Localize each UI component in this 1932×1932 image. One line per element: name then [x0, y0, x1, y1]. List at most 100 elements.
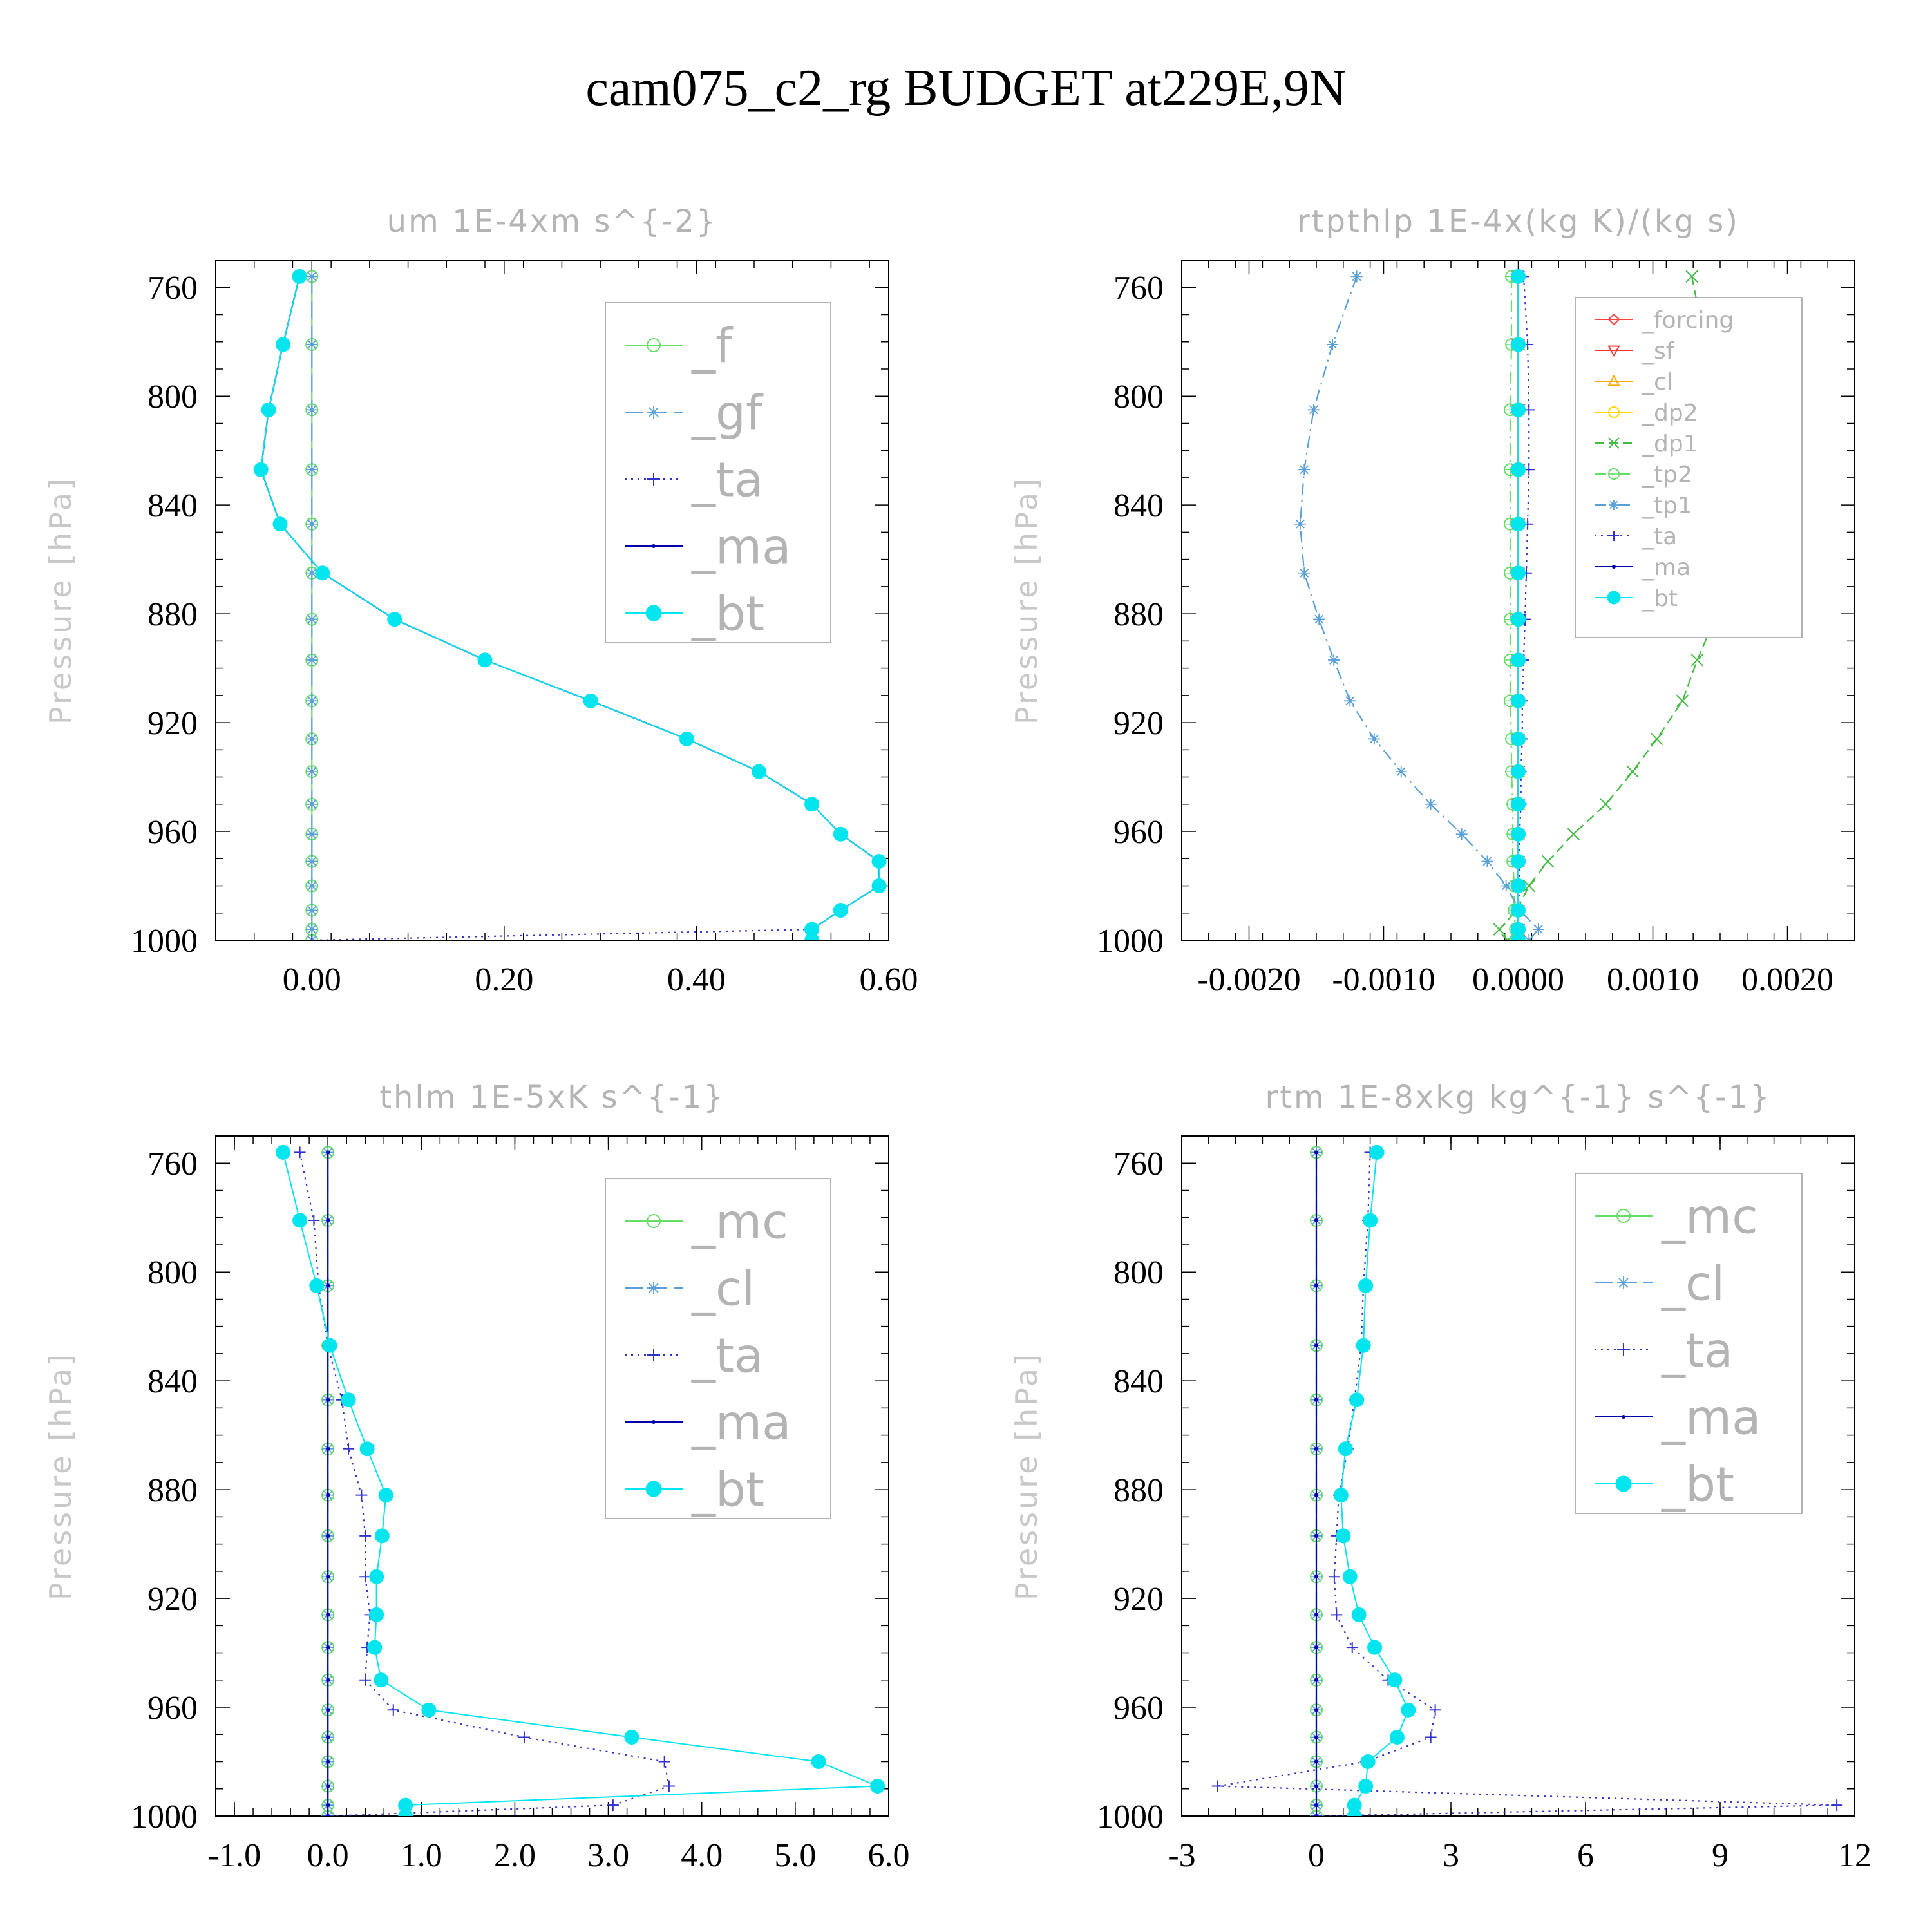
- data-point-bt: [1511, 516, 1526, 532]
- legend: _mc _cl _ta _ma _bt: [605, 1178, 831, 1519]
- legend-label: _cl: [1642, 369, 1673, 395]
- data-point-bt: [1369, 1144, 1385, 1160]
- data-point-bt: [1511, 402, 1526, 417]
- y-axis-label: Pressure [hPa]: [43, 476, 78, 724]
- data-point-bt: [751, 764, 766, 779]
- data-point-tp1: [1327, 338, 1339, 350]
- x-tick-label: 0.40: [667, 961, 726, 998]
- legend-label: _dp1: [1642, 431, 1698, 457]
- data-point-gf: [306, 338, 318, 350]
- x-tick-label: 0.0010: [1607, 961, 1699, 998]
- rtpthlp-budget-panel: rtpthlp 1E-4x(kg K)/(kg s) Pressure [hPa]…: [1009, 204, 1855, 998]
- data-point-ma: [326, 1814, 330, 1816]
- data-point-gf: [306, 695, 318, 707]
- series-line-bt: [1340, 1152, 1409, 1816]
- data-point-tp1: [1500, 880, 1512, 892]
- data-point-bt: [309, 1278, 325, 1293]
- data-point-ma: [1314, 1493, 1318, 1497]
- data-point-bt: [1511, 854, 1526, 869]
- legend-swatch-marker: [1617, 1276, 1630, 1289]
- legend-label: _bt: [1642, 585, 1678, 612]
- data-point-bt: [1511, 462, 1526, 477]
- data-point-tp1: [1344, 695, 1356, 707]
- data-point-ma: [1314, 1613, 1318, 1617]
- series-group: [253, 269, 887, 940]
- data-point-bt: [870, 1779, 886, 1794]
- data-point-tp1: [1298, 567, 1311, 579]
- data-point-dp1: [1522, 879, 1535, 893]
- legend-label: _tp1: [1642, 493, 1692, 519]
- y-tick-label: 880: [1113, 596, 1164, 633]
- data-point-dp1: [1493, 923, 1506, 936]
- data-point-bt: [369, 1607, 384, 1622]
- legend-label: _f: [691, 319, 734, 374]
- data-point-tp1: [1350, 270, 1363, 283]
- y-axis-label: Pressure [hPa]: [1009, 1352, 1044, 1600]
- data-point-bt: [1511, 878, 1526, 894]
- y-tick-label: 920: [1113, 705, 1164, 742]
- data-point-dp1: [1685, 270, 1698, 283]
- data-point-bt: [341, 1392, 356, 1408]
- y-tick-label: 960: [1113, 814, 1164, 851]
- data-point-bt: [624, 1730, 639, 1745]
- legend-swatch-marker: [1607, 374, 1620, 386]
- data-point-ma: [1314, 1735, 1318, 1739]
- data-point-bt: [477, 652, 493, 668]
- data-point-bt: [261, 402, 276, 417]
- data-point-ma: [1314, 1678, 1318, 1682]
- data-point-gf: [306, 567, 318, 579]
- data-point-gf: [306, 613, 318, 625]
- data-point-ma: [326, 1784, 330, 1788]
- data-point-ta: [658, 1756, 670, 1768]
- legend-label: _cl: [691, 1262, 755, 1317]
- data-point-ma: [1314, 1218, 1318, 1222]
- x-tick-label: 0.0: [307, 1837, 349, 1874]
- data-point-ma: [1314, 1575, 1318, 1579]
- legend-swatch-marker: [1607, 591, 1621, 605]
- legend-label: _ma: [1661, 1390, 1761, 1446]
- series-line-ta: [1217, 1152, 1837, 1816]
- legend-label: _ta: [1661, 1323, 1733, 1379]
- data-point-bt: [1333, 1488, 1349, 1503]
- data-point-ma: [1314, 1283, 1318, 1288]
- x-tick-label: 1.0: [401, 1837, 442, 1874]
- x-tick-label: 0.0020: [1741, 961, 1833, 998]
- data-point-tp1: [1455, 828, 1468, 840]
- y-tick-label: 800: [147, 379, 198, 415]
- data-point-ta: [607, 1799, 619, 1812]
- data-point-bt: [1356, 1338, 1371, 1353]
- data-point-ma: [1314, 1759, 1318, 1764]
- y-tick-label: 760: [1113, 1146, 1164, 1182]
- data-point-bt: [276, 1144, 290, 1160]
- data-point-gf: [306, 880, 318, 892]
- data-point-bt: [833, 903, 848, 918]
- data-point-gf: [306, 404, 318, 416]
- data-point-bt: [583, 693, 598, 708]
- data-point-ta: [1211, 1780, 1224, 1792]
- legend-label: _bt: [691, 1463, 764, 1518]
- plot-frame: [215, 260, 889, 941]
- data-point-bt: [421, 1702, 437, 1718]
- y-tick-label: 840: [1113, 1363, 1164, 1400]
- x-tick-label: 0.60: [860, 961, 918, 998]
- x-tick-label: 6.0: [868, 1837, 910, 1874]
- data-point-bt: [679, 731, 694, 746]
- data-point-ta: [1346, 1642, 1358, 1654]
- y-tick-label: 800: [147, 1255, 198, 1291]
- x-tick-label: 3.0: [587, 1837, 629, 1874]
- data-point-dp1: [1567, 828, 1580, 840]
- legend-label: _cl: [1661, 1256, 1725, 1312]
- y-axis-label: Pressure [hPa]: [43, 1352, 78, 1600]
- data-point-ma: [1314, 1446, 1318, 1451]
- legend-box: [1575, 1173, 1803, 1514]
- panel-title: rtpthlp 1E-4x(kg K)/(kg s): [1297, 204, 1739, 240]
- panel-title: um 1E-4xm s^{-2}: [387, 204, 718, 240]
- legend-label: _ta: [691, 453, 763, 508]
- data-point-tp1: [1532, 923, 1544, 936]
- data-point-tp1: [1481, 855, 1493, 867]
- data-point-ma: [326, 1150, 330, 1155]
- data-point-ma: [326, 1218, 330, 1222]
- data-point-tp1: [1368, 733, 1380, 745]
- y-tick-label: 960: [147, 814, 198, 851]
- x-tick-label: 3: [1443, 1837, 1459, 1874]
